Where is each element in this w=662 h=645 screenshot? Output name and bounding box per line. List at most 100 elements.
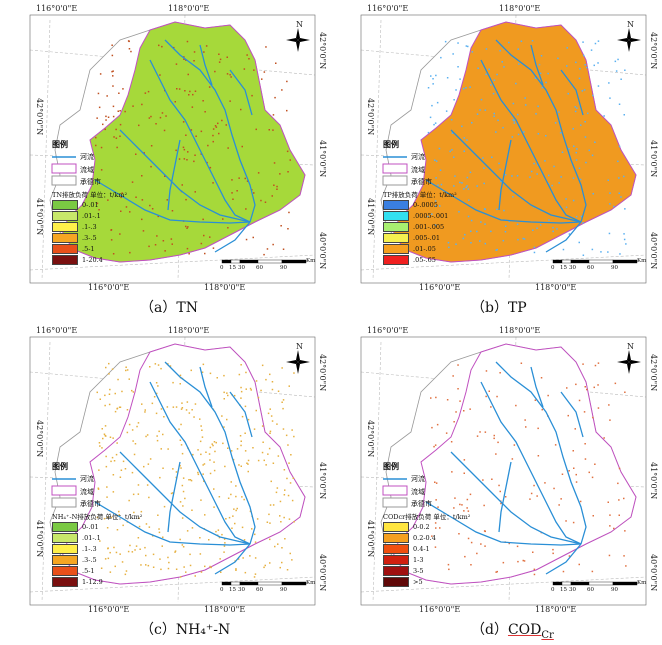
map-svg-tp	[360, 14, 647, 284]
legend-class-swatch	[52, 255, 78, 265]
legend-title: 图例	[52, 139, 68, 149]
lat-label-left-1: 42°0'0"N	[35, 420, 44, 458]
legend-class-label: 0.2-0.4	[413, 534, 436, 542]
legend-class-label: 1-3	[413, 556, 424, 564]
lat-label-right-1: 42°0'0"N	[318, 354, 327, 392]
compass-icon	[617, 350, 641, 374]
legend-class-label: 0-.01	[82, 201, 99, 209]
lat-label-left-1: 42°0'0"N	[366, 420, 375, 458]
lon-label-top-left: 116°0'0"E	[367, 326, 409, 335]
legend-class-0: 0-.0005	[383, 200, 438, 210]
panel-caption-nh: （c）NH₄⁺-N	[140, 619, 230, 639]
legend-class-3: .3-.5	[52, 233, 97, 243]
lon-label-bottom-mid: 118°0'0"E	[535, 283, 577, 292]
legend-class-swatch	[383, 233, 409, 243]
legend-class-swatch	[383, 244, 409, 254]
legend-class-0: 0-.01	[52, 200, 99, 210]
panel-caption-cod: （d）CODCr	[471, 619, 554, 641]
legend-city-label: 承德市	[411, 500, 432, 508]
legend-class-swatch	[383, 577, 409, 587]
scale-tick-0: 0	[551, 265, 555, 271]
legend-class-swatch	[383, 255, 409, 265]
legend-class-5: 1-20.4	[52, 255, 103, 265]
caption-prefix: （c）	[140, 622, 176, 638]
scale-tick-3: 60	[587, 587, 594, 593]
lat-label-right-3: 40°0'0"N	[649, 232, 658, 270]
legend-title: 图例	[52, 461, 68, 471]
legend-city-label: 承德市	[80, 500, 101, 508]
map-svg-tn	[29, 14, 316, 284]
caption-subscript: Cr	[541, 629, 554, 641]
scale-bar	[552, 581, 638, 586]
map-svg-nh	[29, 336, 316, 606]
legend-basin-label: 流域	[80, 166, 94, 174]
legend-class-4: .5-1	[52, 244, 95, 254]
scale-tick-3: 60	[256, 265, 263, 271]
lat-label-right-2: 41°0'0"N	[318, 462, 327, 500]
legend-city-swatch	[382, 497, 408, 508]
caption-text: COD	[507, 622, 542, 638]
legend-class-0: 0-.01	[52, 522, 99, 532]
legend-basin-label: 流域	[411, 488, 425, 496]
legend-unit-label: TN排放负荷 单位：t/km²	[52, 191, 128, 199]
legend-river-label: 河流	[80, 475, 94, 483]
legend-class-label: 1-20.4	[82, 256, 103, 264]
scale-bar	[221, 259, 307, 264]
legend-class-swatch	[52, 233, 78, 243]
scale-unit: Km	[306, 580, 316, 586]
lat-label-left-2: 41°0'0"N	[366, 198, 375, 236]
legend-river-label: 河流	[411, 153, 425, 161]
legend-class-swatch	[383, 200, 409, 210]
legend-class-swatch	[52, 211, 78, 221]
scale-unit: Km	[637, 258, 647, 264]
legend-class-label: .01-.1	[82, 212, 101, 220]
lon-label-top-left: 116°0'0"E	[36, 4, 78, 13]
legend-class-2: .001-.005	[383, 222, 444, 232]
legend-class-4: 3-5	[383, 566, 424, 576]
legend-class-swatch	[52, 544, 78, 554]
lon-label-bottom-mid: 118°0'0"E	[204, 605, 246, 614]
basin-area	[392, 21, 637, 263]
lat-label-right-1: 42°0'0"N	[318, 32, 327, 70]
lon-label-bottom-left: 116°0'0"E	[419, 283, 461, 292]
legend-class-5: .05-.65	[383, 255, 436, 265]
lat-label-right-3: 40°0'0"N	[318, 232, 327, 270]
scale-tick-2: 30	[569, 587, 576, 593]
scale-tick-1: 15	[560, 265, 567, 271]
legend-class-5: 1-12.9	[52, 577, 103, 587]
lat-label-left-2: 41°0'0"N	[35, 520, 44, 558]
lon-label-top-mid: 118°0'0"E	[499, 326, 541, 335]
lat-label-right-2: 41°0'0"N	[649, 462, 658, 500]
compass-north-label: N	[627, 20, 634, 29]
caption-text: TN	[176, 300, 198, 316]
basin-area	[61, 21, 306, 263]
lat-label-right-1: 42°0'0"N	[649, 32, 658, 70]
lon-label-top-left: 116°0'0"E	[367, 4, 409, 13]
legend-class-label: 1-12.9	[82, 578, 103, 586]
lat-label-right-3: 40°0'0"N	[318, 554, 327, 592]
legend-class-swatch	[383, 222, 409, 232]
legend-class-swatch	[383, 211, 409, 221]
legend-class-swatch	[52, 222, 78, 232]
scale-unit: Km	[306, 258, 316, 264]
legend-class-label: 3-5	[413, 567, 424, 575]
legend-basin-swatch	[382, 163, 408, 174]
lon-label-bottom-left: 116°0'0"E	[419, 605, 461, 614]
scale-tick-1: 15	[229, 587, 236, 593]
map-frame	[360, 14, 647, 284]
lat-label-right-3: 40°0'0"N	[649, 554, 658, 592]
scale-tick-4: 90	[280, 587, 287, 593]
compass-north-label: N	[296, 342, 303, 351]
legend-class-swatch	[383, 533, 409, 543]
legend-class-label: .05-.65	[413, 256, 436, 264]
compass-north-label: N	[627, 342, 634, 351]
load-specks	[427, 40, 627, 256]
map-panel-tn: 116°0'0"E 118°0'0"E 116°0'0"E 118°0'0"E 42°0…	[0, 0, 331, 322]
legend-river-label: 河流	[80, 153, 94, 161]
legend-class-0: 0-0.2	[383, 522, 430, 532]
legend-class-label: 0-.0005	[413, 201, 438, 209]
lon-label-bottom-left: 116°0'0"E	[88, 605, 130, 614]
scale-tick-4: 90	[611, 587, 618, 593]
legend-class-label: .5-1	[82, 245, 95, 253]
legend-class-swatch	[383, 555, 409, 565]
